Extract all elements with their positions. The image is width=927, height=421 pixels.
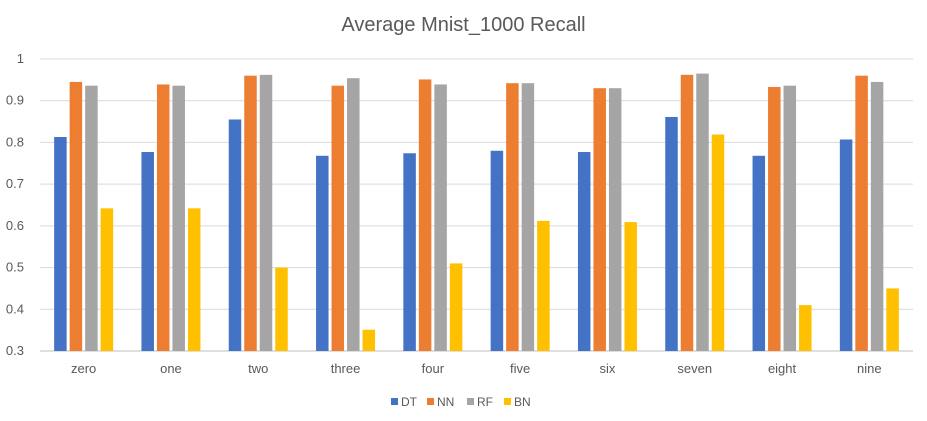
bar-bn-two xyxy=(275,267,288,351)
bar-rf-two xyxy=(259,74,273,351)
x-tick-label: six xyxy=(600,361,616,376)
legend-label-dt: DT xyxy=(401,395,418,409)
bar-bn-five xyxy=(537,220,550,351)
bar-nn-one xyxy=(156,84,170,352)
x-tick-label: four xyxy=(422,361,445,376)
bar-nn-six xyxy=(593,88,606,351)
bar-nn-four xyxy=(418,79,432,351)
bar-bn-six xyxy=(624,222,637,351)
bar-nn-three xyxy=(331,85,345,351)
bar-dt-one xyxy=(141,152,154,351)
legend-label-bn: BN xyxy=(514,395,531,409)
legend-label-rf: RF xyxy=(477,395,493,409)
y-tick-label: 0.8 xyxy=(6,134,24,149)
legend-swatch-nn xyxy=(427,398,434,405)
bar-rf-zero xyxy=(85,85,98,351)
bar-nn-nine xyxy=(855,75,868,351)
bar-dt-four xyxy=(403,153,416,351)
bar-rf-three xyxy=(347,78,360,351)
bar-bn-zero xyxy=(100,208,114,351)
bar-dt-three xyxy=(316,155,329,351)
bar-bn-one xyxy=(187,208,201,351)
chart-title: Average Mnist_1000 Recall xyxy=(341,14,585,36)
x-axis-ticks: zero one two three four five six seven eight nine xyxy=(71,361,882,376)
bar-bn-three xyxy=(362,329,376,351)
gridlines xyxy=(40,58,913,352)
bar-rf-five xyxy=(521,83,535,352)
x-tick-label: nine xyxy=(857,361,882,376)
bar-dt-nine xyxy=(839,139,853,351)
bar-bn-seven xyxy=(711,134,725,351)
bar-rf-six xyxy=(608,88,622,351)
bars xyxy=(54,73,899,352)
bar-bn-four xyxy=(449,263,463,351)
bar-dt-eight xyxy=(752,155,766,351)
bar-dt-two xyxy=(228,119,242,351)
legend: DT NN RF BN xyxy=(391,395,531,409)
y-axis-ticks: 0.3 0.4 0.5 0.6 0.7 0.8 0.9 1 xyxy=(6,51,24,358)
y-tick-label: 0.6 xyxy=(6,218,24,233)
x-tick-label: three xyxy=(331,361,361,376)
bar-bn-nine xyxy=(886,288,899,351)
x-tick-label: one xyxy=(160,361,182,376)
y-tick-label: 1 xyxy=(17,51,24,66)
bar-dt-five xyxy=(490,150,504,351)
bar-rf-eight xyxy=(783,85,797,351)
bar-rf-four xyxy=(434,84,447,352)
bar-nn-five xyxy=(506,83,519,352)
y-tick-label: 0.9 xyxy=(6,93,24,108)
x-tick-label: seven xyxy=(677,361,712,376)
bar-dt-seven xyxy=(665,116,678,352)
bar-dt-six xyxy=(577,152,591,351)
bar-nn-eight xyxy=(768,86,781,351)
bar-rf-nine xyxy=(870,81,884,351)
legend-swatch-dt xyxy=(391,398,398,405)
bar-nn-seven xyxy=(680,74,694,351)
y-tick-label: 0.3 xyxy=(6,343,24,358)
x-tick-label: two xyxy=(248,361,268,376)
x-tick-label: zero xyxy=(71,361,96,376)
y-tick-label: 0.5 xyxy=(6,260,24,275)
y-tick-label: 0.4 xyxy=(6,301,24,316)
x-tick-label: five xyxy=(510,361,530,376)
bar-nn-zero xyxy=(69,81,83,351)
bar-dt-zero xyxy=(54,137,67,351)
x-tick-label: eight xyxy=(768,361,797,376)
legend-swatch-rf xyxy=(467,398,474,405)
legend-swatch-bn xyxy=(504,398,511,405)
bar-bn-eight xyxy=(799,305,812,351)
bar-nn-two xyxy=(244,75,257,351)
bar-rf-one xyxy=(172,85,185,351)
legend-label-nn: NN xyxy=(437,395,454,409)
y-tick-label: 0.7 xyxy=(6,176,24,191)
bar-rf-seven xyxy=(696,73,709,351)
